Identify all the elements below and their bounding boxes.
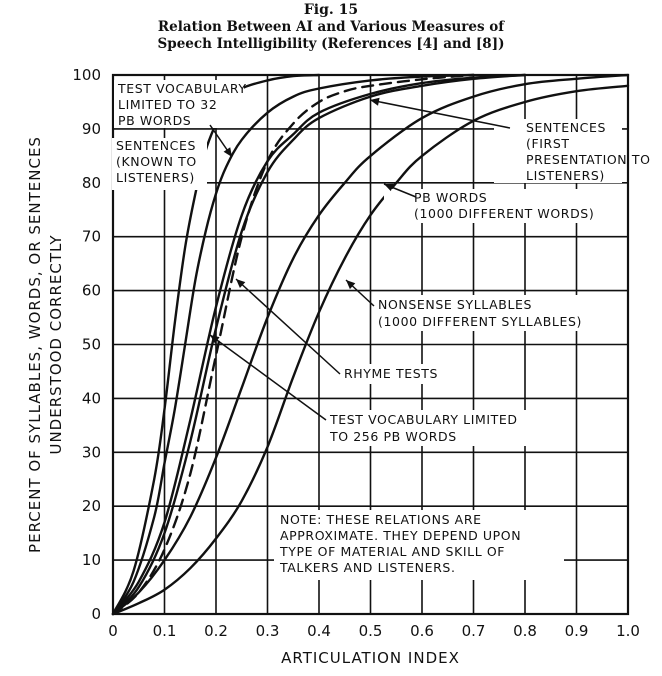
y-tick-label: 70 [82, 228, 101, 246]
annotation-tv32-line: PB WORDS [118, 113, 191, 128]
x-axis-title: ARTICULATION INDEX [281, 649, 460, 667]
arrowhead-pb1000 [384, 183, 394, 192]
annotation-bg-tv256 [325, 410, 555, 446]
annotation-pb1000-line: (1000 DIFFERENT WORDS) [414, 206, 594, 221]
annotation-tv256-line: TEST VOCABULARY LIMITED [329, 412, 518, 427]
x-tick-label: 0.2 [204, 622, 228, 640]
x-tick-label: 0.8 [513, 622, 537, 640]
annotation-sent_first-line: PRESENTATION TO [526, 152, 651, 167]
curve-pb1000 [111, 73, 630, 616]
annotation-note-line: TYPE OF MATERIAL AND SKILL OF [279, 544, 505, 559]
figure-number: Fig. 15 [303, 2, 359, 18]
y-tick-label: 40 [82, 389, 101, 407]
y-tick-label: 100 [72, 66, 101, 84]
plot-frame [111, 73, 630, 616]
y-tick-label: 90 [82, 120, 101, 138]
arrowhead-tv256 [210, 335, 220, 344]
annotation-pb1000-line: PB WORDS [414, 190, 487, 205]
annotation-sent_known-line: SENTENCES [116, 138, 196, 153]
annotation-note-line: TALKERS AND LISTENERS. [279, 560, 456, 575]
leader-line-tv256 [209, 334, 327, 421]
curve-sent_known [111, 73, 475, 616]
annotation-bg-rhyme [340, 364, 460, 384]
x-tick-label: 1.0 [616, 622, 640, 640]
y-tick-label: 0 [91, 605, 101, 623]
x-tick-label: 0.9 [565, 622, 589, 640]
annotation-sent_first-line: SENTENCES [526, 120, 606, 135]
x-tick-label: 0.7 [462, 622, 486, 640]
x-tick-label: 0.1 [153, 622, 177, 640]
figure-header: Fig. 15 Relation Between AI and Various … [0, 2, 662, 53]
y-tick-label: 50 [82, 336, 101, 354]
annotation-bg-note [274, 510, 564, 580]
curve-rhyme [111, 73, 527, 616]
arrowhead-tv32 [223, 147, 232, 157]
y-axis-title-line-1: PERCENT OF SYLLABLES, WORDS, OR SENTENCE… [26, 136, 44, 553]
x-tick-label: 0.5 [359, 622, 383, 640]
x-tick-label: 0.6 [410, 622, 434, 640]
annotation-rhyme-line: RHYME TESTS [344, 366, 438, 381]
annotation-note-line: NOTE: THESE RELATIONS ARE [280, 512, 482, 527]
annotation-sent_known-line: (KNOWN TO [116, 154, 197, 169]
x-tick-label: 0.4 [307, 622, 331, 640]
annotation-sent_known-line: LISTENERS) [116, 170, 195, 185]
annotation-sent_first-line: (FIRST [526, 136, 570, 151]
annotation-tv32-line: TEST VOCABULARY [117, 81, 247, 96]
curve-nonsense [111, 84, 630, 616]
y-tick-label: 60 [82, 282, 101, 300]
curve-sent_first [111, 73, 475, 616]
annotation-bg-tv32 [114, 80, 244, 128]
y-tick-label: 20 [82, 497, 101, 515]
curve-tv256 [111, 73, 527, 616]
y-tick-label: 80 [82, 174, 101, 192]
y-tick-label: 30 [82, 443, 101, 461]
annotation-bg-sent_first [494, 119, 622, 183]
figure-title-line-1: Relation Between AI and Various Measures… [157, 19, 505, 35]
y-tick-label: 10 [82, 551, 101, 569]
figure-title-line-2: Speech Intelligibility (References [4] a… [157, 36, 505, 52]
x-tick-label: 0 [108, 622, 118, 640]
y-axis-title-line-2: UNDERSTOOD CORRECTLY [47, 234, 65, 454]
axis-titles: ARTICULATION INDEX PERCENT OF SYLLABLES,… [26, 136, 460, 667]
arrowhead-rhyme [236, 279, 246, 288]
annotation-tv32-line: LIMITED TO 32 [118, 97, 217, 112]
annotation-nonsense-line: NONSENSE SYLLABLES [378, 297, 532, 312]
annotation-nonsense-line: (1000 DIFFERENT SYLLABLES) [378, 314, 582, 329]
annotation-sent_first-line: LISTENERS) [526, 168, 605, 183]
leader-line-rhyme [235, 278, 341, 375]
tick-labels: 0 0.1 0.2 0.3 0.4 0.5 0.6 0.7 0.8 0.9 1.0 0 10 20 30 40… [72, 66, 640, 640]
annotation-bg-pb1000 [384, 189, 616, 223]
x-tick-label: 0.3 [256, 622, 280, 640]
annotation-bg-sent_known [112, 138, 207, 190]
annotation-note-line: APPROXIMATE. THEY DEPEND UPON [280, 528, 521, 543]
arrowhead-nonsense [346, 280, 356, 290]
arrowhead-sent_first [370, 97, 380, 106]
annotation-tv256-line: TO 256 PB WORDS [329, 429, 457, 444]
annotation-bg-nonsense [372, 295, 622, 331]
leader-line-sent_first [369, 99, 511, 129]
